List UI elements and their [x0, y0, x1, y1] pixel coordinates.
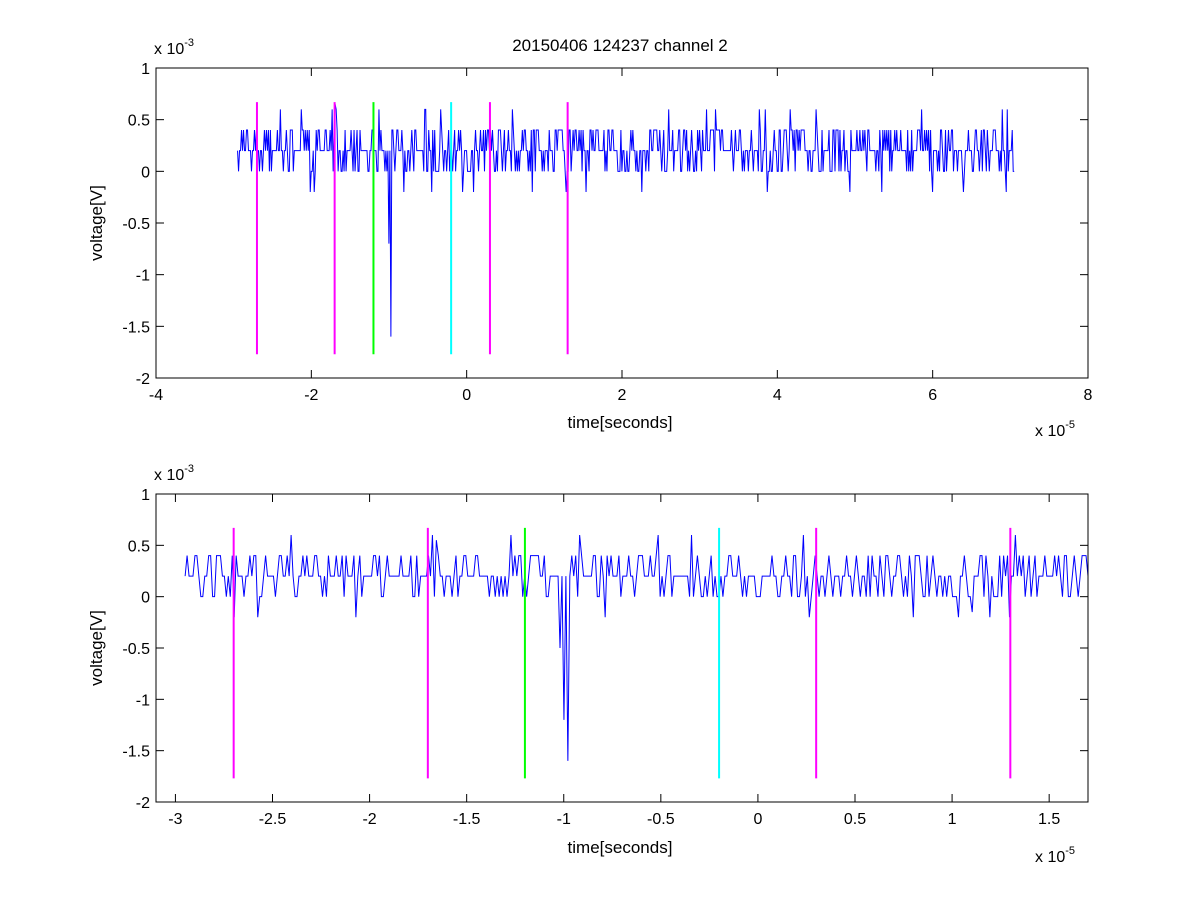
top-plot-y-multiplier: x 10-3 — [154, 37, 194, 58]
top-plot-x-tick-label: 4 — [773, 387, 782, 404]
top-plot-title: 20150406 124237 channel 2 — [512, 36, 728, 55]
top-plot-y-tick-label: 0.5 — [128, 113, 150, 130]
bottom-plot-y-tick-label: -1 — [136, 692, 150, 709]
bottom-plot-x-axis-label: time[seconds] — [568, 838, 673, 857]
bottom-plot-x-multiplier: x 10-5 — [1035, 845, 1075, 866]
bottom-plot-x-tick-label: -0.5 — [647, 811, 675, 828]
bottom-plot-x-tick-label: -3 — [168, 811, 182, 828]
bottom-plot-y-tick-label: 0.5 — [128, 538, 150, 555]
bottom-plot-x-tick-label: -2 — [362, 811, 376, 828]
bottom-plot-x-tick-label: 1 — [948, 811, 957, 828]
top-plot-x-axis-label: time[seconds] — [568, 413, 673, 432]
top-plot-series-layer — [237, 104, 1015, 337]
bottom-plot-marker-layer — [232, 527, 1012, 779]
bottom-plot-tick-layer: -3 -2.5 -2 -1.5 -1 -0.5 0 0.5 1 1.5 -2 -1.5 -1 -0.5 0 0… — [122, 487, 1088, 828]
top-plot: 20150406 124237 channel 2 x 10-3 -4 -2 0 2 4… — [87, 36, 1093, 440]
top-plot-y-tick-label: -1 — [136, 268, 150, 285]
top-plot-x-tick-label: 2 — [618, 387, 627, 404]
bottom-plot-y-multiplier: x 10-3 — [154, 463, 194, 484]
top-plot-marker-layer — [255, 102, 569, 355]
bottom-plot-x-tick-label: 0.5 — [844, 811, 866, 828]
bottom-plot-x-tick-label: 0 — [753, 811, 762, 828]
bottom-plot-y-tick-label: 1 — [141, 487, 150, 504]
top-plot-x-tick-label: -2 — [304, 387, 318, 404]
top-plot-x-tick-label: -4 — [149, 387, 163, 404]
top-plot-y-tick-label: 1 — [141, 61, 150, 78]
bottom-plot-y-tick-label: -0.5 — [122, 641, 150, 658]
bottom-plot-y-axis-label: voltage[V] — [87, 610, 106, 686]
bottom-plot-signal-line — [184, 535, 1089, 761]
bottom-plot-series-layer — [184, 535, 1089, 761]
bottom-plot-y-tick-label: 0 — [141, 590, 150, 607]
bottom-plot-x-tick-label: -2.5 — [259, 811, 287, 828]
top-plot-x-tick-label: 6 — [928, 387, 937, 404]
top-plot-tick-layer: -4 -2 0 2 4 6 8-2-1.5-1-0.500.51 — [122, 61, 1092, 404]
bottom-plot-x-tick-label: 1.5 — [1038, 811, 1060, 828]
top-plot-y-tick-label: -0.5 — [122, 216, 150, 233]
top-plot-y-tick-label: -1.5 — [122, 319, 150, 336]
top-plot-y-tick-label: -2 — [136, 371, 150, 388]
bottom-plot-x-tick-label: -1.5 — [453, 811, 481, 828]
bottom-plot: x 10-3 -3 -2.5 -2 -1.5 -1 -0.5 0 0.5 1 1.5-2-1.5-… — [87, 463, 1089, 866]
top-plot-x-tick-label: 8 — [1084, 387, 1093, 404]
top-plot-signal-line — [237, 104, 1015, 337]
top-plot-x-multiplier: x 10-5 — [1035, 419, 1075, 440]
top-plot-y-tick-label: 0 — [141, 164, 150, 181]
top-plot-x-tick-label: 0 — [462, 387, 471, 404]
top-plot-y-axis-label: voltage[V] — [87, 185, 106, 261]
bottom-plot-x-tick-label: -1 — [557, 811, 571, 828]
bottom-plot-y-tick-label: -1.5 — [122, 744, 150, 761]
bottom-plot-y-tick-label: -2 — [136, 795, 150, 812]
